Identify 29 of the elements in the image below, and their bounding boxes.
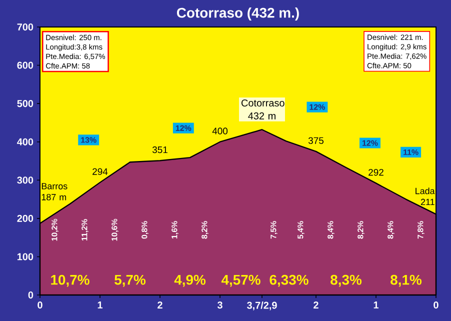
y-tick-label: 100 <box>17 253 34 260</box>
x-tick-label: 2 <box>158 302 162 308</box>
annotation: 8,3% <box>330 274 362 287</box>
annotation: 5,7% <box>114 274 146 287</box>
annotation: 375 <box>308 137 324 144</box>
chart-title: Cotorraso (432 m.) <box>176 7 299 20</box>
y-tick-label: 600 <box>17 62 34 69</box>
annotation: 6,33% <box>270 274 308 287</box>
annotation: 4,9% <box>174 274 206 287</box>
y-tick-label: 500 <box>17 100 34 108</box>
x-tick-label: 0 <box>38 302 42 309</box>
annotation: 294 <box>92 168 108 175</box>
annotation: 292 <box>368 169 384 176</box>
annotation: 400 <box>212 128 228 134</box>
annotation: Lada 211 <box>416 188 435 206</box>
y-tick-label: 400 <box>17 138 34 146</box>
x-tick-label: 3,7/2,9 <box>247 302 277 310</box>
annotation: Barros 187 m <box>42 183 68 200</box>
annotation: 10,7% <box>51 274 90 287</box>
annotation: 4,57% <box>221 274 260 287</box>
annotation: Cotorraso 432 m <box>242 99 284 120</box>
y-tick-label: 0 <box>28 291 34 299</box>
x-tick-label: 1 <box>98 302 102 308</box>
y-tick-label: 300 <box>17 176 34 184</box>
annotation: 351 <box>152 146 168 154</box>
y-tick-label: 200 <box>17 214 34 222</box>
y-tick-label: 700 <box>17 23 34 31</box>
x-tick-label: 3 <box>217 302 222 309</box>
annotation: 8,1% <box>390 274 422 287</box>
